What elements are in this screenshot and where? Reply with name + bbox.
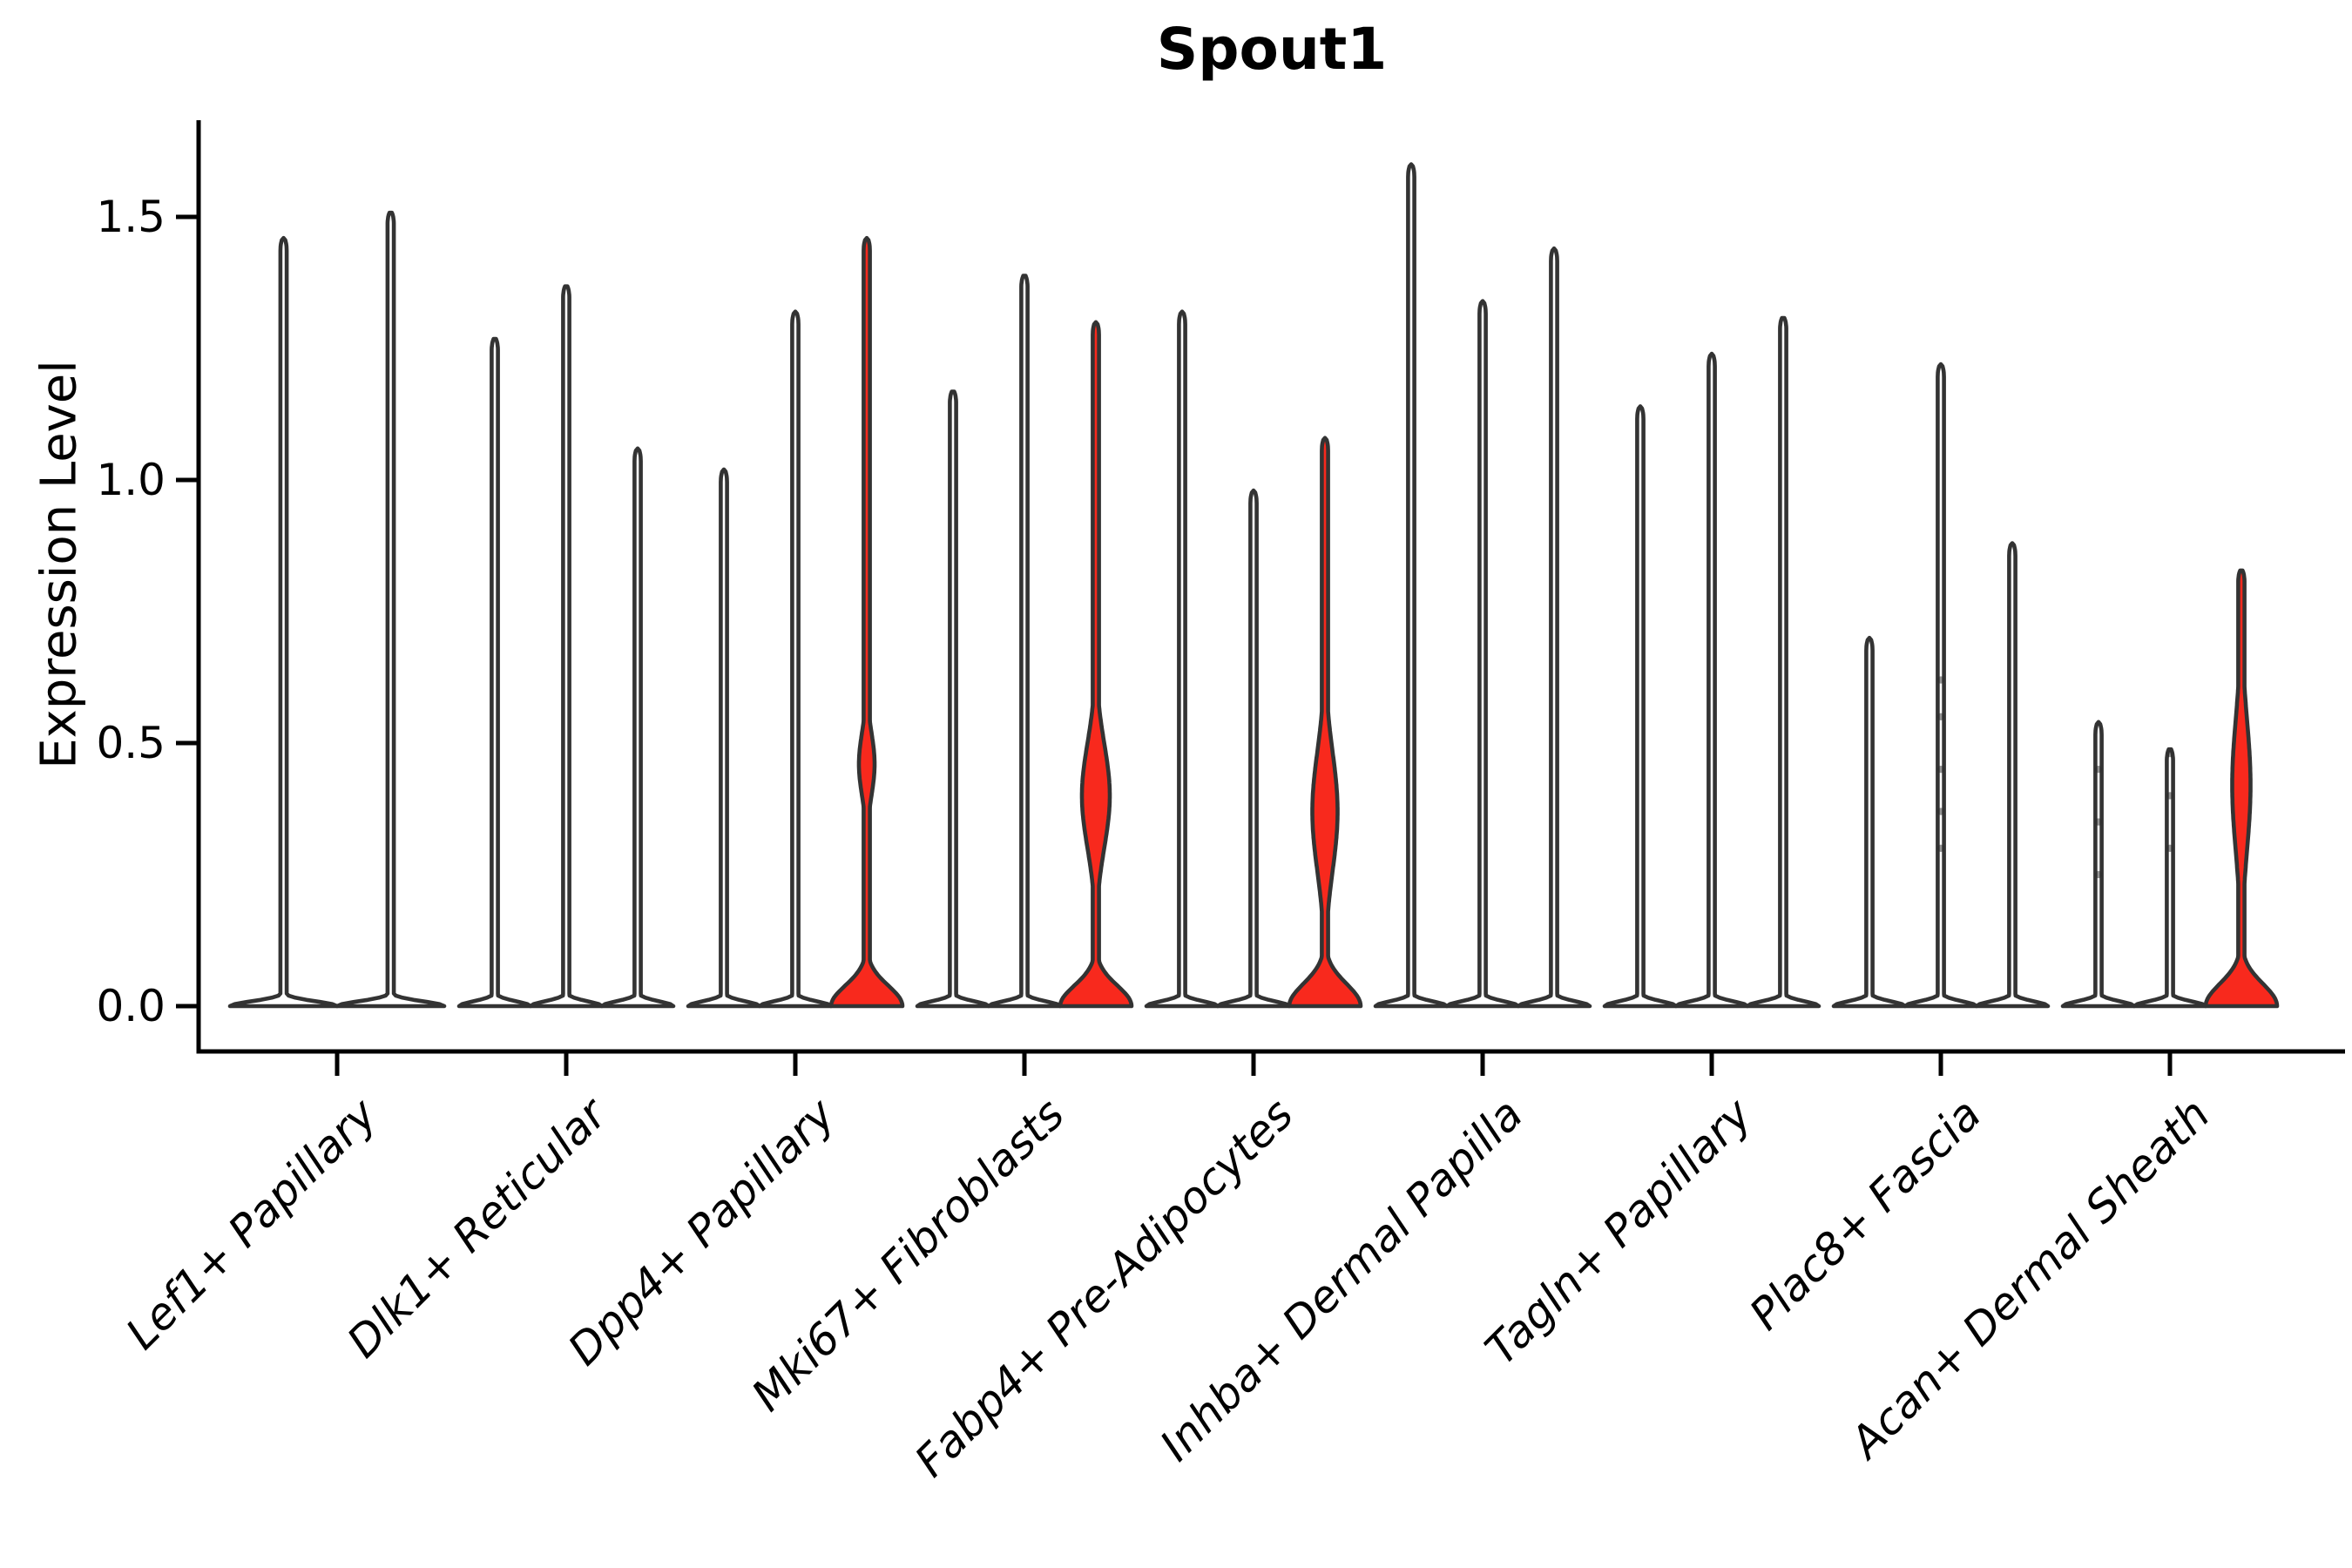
violin [1831,635,1908,1009]
jitter-point [1936,713,1945,720]
jitter-point [2166,749,2174,758]
violin-red [2203,568,2280,1009]
violin [2060,720,2137,1009]
violin [1903,362,1979,1009]
y-tick-label: 1.0 [96,455,166,505]
violin-red [828,235,905,1009]
y-tick-label: 1.5 [96,192,166,242]
violin [686,467,762,1009]
violin [1516,246,1592,1009]
chart-title: Spout1 [1156,16,1388,83]
violin [456,336,533,1009]
violin [1602,404,1679,1009]
y-axis-label: Expression Level [30,360,88,769]
violin [1144,309,1220,1009]
violin [335,210,447,1009]
violin [2132,747,2208,1009]
violin [757,309,834,1009]
y-tick-label: 0.0 [96,981,166,1031]
violin [1444,299,1521,1009]
jitter-point [2094,766,2103,774]
jitter-point [2166,844,2174,852]
jitter-point [1936,808,1945,815]
violin [915,389,991,1009]
jitter-point [2094,818,2103,826]
violin [227,235,340,1009]
violin [1673,351,1750,1009]
jitter-point [2166,792,2174,800]
violin [1215,488,1292,1009]
jitter-point [1936,676,1945,684]
violin [1373,162,1450,1009]
violin-red [1287,436,1363,1009]
violin [1974,541,2051,1009]
violin [1745,315,1821,1009]
jitter-point [1936,766,1945,774]
violin [528,284,605,1009]
jitter-point [2094,870,2103,879]
violin [599,446,676,1009]
jitter-point [1936,844,1945,852]
violin [986,274,1063,1009]
y-tick-label: 0.5 [96,718,166,768]
violin-red [1058,320,1134,1009]
